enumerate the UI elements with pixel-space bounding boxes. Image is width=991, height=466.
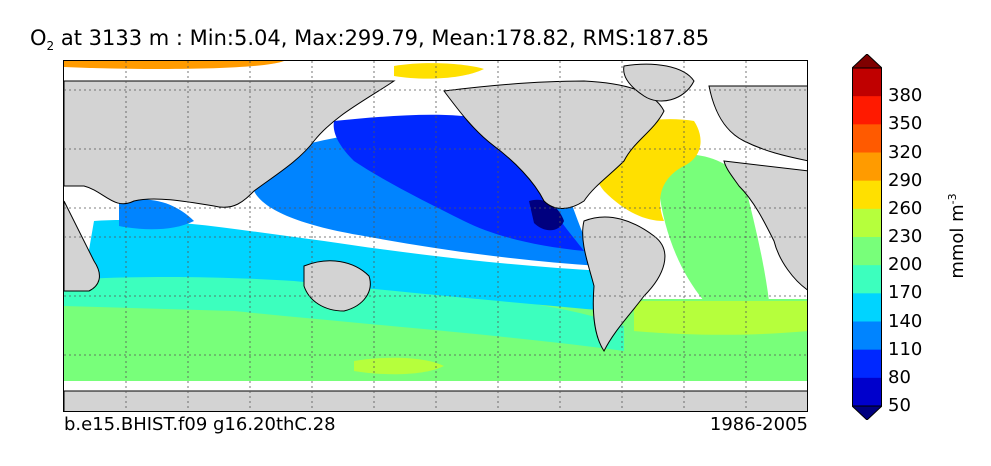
colorbar-tick-label: 80 [888,366,911,388]
land-europe-asia [64,80,396,208]
colorbar-tick-label: 170 [888,282,923,304]
colorbar-segment [852,349,882,379]
colorbar-extend-min [852,405,882,420]
colorbar-tick-label: 230 [888,226,923,247]
region-indian-blue [119,199,194,230]
colorbar-segment [852,180,882,210]
region-atlantic-green [659,154,769,301]
colorbar-tick-label: 380 [888,85,923,107]
land-australia [303,260,371,312]
graticule [64,61,807,411]
colorbar-extend-max [852,54,882,69]
units-text: mmol m [947,204,968,279]
land-africa [64,200,100,292]
region-arctic-orange [64,61,284,69]
colorbar-segment [852,96,882,125]
colorbar-frame [852,67,882,407]
title-species: O [30,26,47,50]
ocean-map [63,60,808,412]
footer-case: b.e15.BHIST.f09 g16.20thC.28 [64,414,336,435]
colorbar-segment [852,265,882,294]
plot-title: O2 at 3133 m : Min:5.04, Max:299.79, Mea… [30,26,709,53]
land-north-america [443,80,665,209]
land-africa-east [723,160,807,291]
land-south-america [582,216,666,352]
region-atlantic-lime [634,301,807,335]
colorbar-tick-label: 320 [888,141,923,163]
title-text: at 3133 m : Min:5.04, Max:299.79, Mean:1… [54,26,710,50]
colorbar-segment [852,293,882,322]
colorbar-tick-label: 200 [888,254,923,276]
colorbar-segment [852,68,882,97]
colorbar-segment [852,321,882,351]
colorbar [852,54,882,420]
colorbar-tick-label: 140 [888,310,923,332]
colorbar-units: mmol m-3 [946,193,968,278]
land-greenland [623,63,695,102]
colorbar-tick-label: 350 [888,113,923,135]
landmasses [64,63,807,411]
title-species-sub: 2 [46,39,55,54]
colorbar-segment [852,237,882,266]
colorbar-tick-label: 290 [888,169,923,191]
units-sup: -3 [946,193,959,205]
land-europe-east [708,85,807,162]
colorbar-tick-label: 110 [888,338,923,360]
colorbar-segment [852,152,882,182]
colorbar-segment [852,124,882,153]
region-arctic-yellow [394,63,484,79]
footer-period: 1986-2005 [709,414,808,435]
colorbar-tick-label: 50 [888,395,911,416]
region-southern-lime [354,357,444,375]
colorbar-segment [852,377,882,407]
map-svg [64,61,807,411]
colorbar-tick-label: 260 [888,197,923,219]
colorbar-segment [852,208,882,238]
